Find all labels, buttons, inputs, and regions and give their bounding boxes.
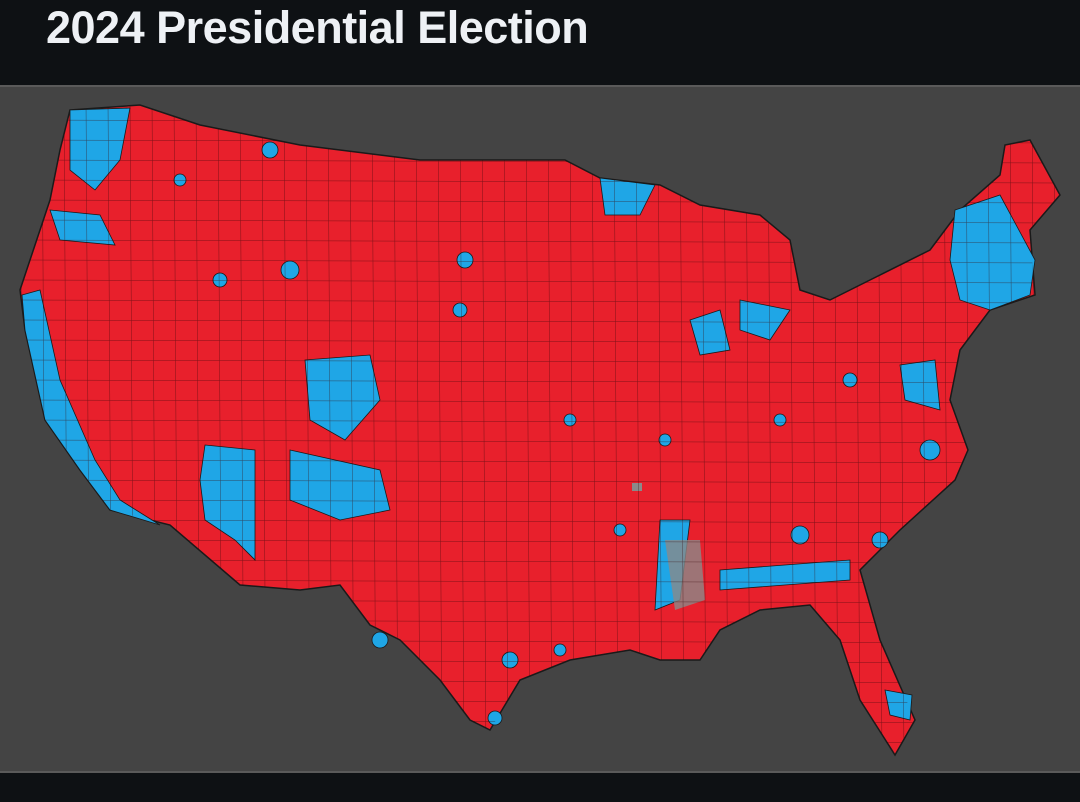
county-border-line [20, 299, 1060, 304]
county-border-line [20, 399, 1060, 404]
county-cluster-chicago [689, 309, 731, 356]
county-border-line [481, 105, 487, 755]
county-cluster-new-england [949, 194, 1036, 311]
democratic-counties [21, 107, 1036, 726]
county-border-line [569, 105, 575, 755]
county-border-line [415, 105, 421, 755]
header-bar: 2024 Presidential Election [0, 0, 1080, 85]
county-border-line [20, 339, 1060, 344]
us-mainland-shape [19, 104, 1061, 757]
county-cluster-maryland [899, 359, 941, 411]
no-data-counties [632, 483, 705, 610]
county-border-line [503, 105, 509, 755]
footer-bar [0, 773, 1080, 802]
county-border-line [20, 419, 1060, 424]
page-title: 2024 Presidential Election [46, 2, 589, 53]
county-cluster-detroit [739, 299, 791, 341]
county-border-line [20, 439, 1060, 444]
county-border-line [20, 679, 1060, 684]
county-border-line [437, 105, 443, 755]
county-border-line [635, 105, 641, 755]
county-cluster-new-mexico [289, 449, 391, 521]
county-border-line [20, 459, 1060, 464]
county-border-line [591, 105, 597, 755]
county-border-line [701, 105, 707, 755]
county-border-line [459, 105, 465, 755]
county-border-line [613, 105, 619, 755]
county-border-line [965, 105, 971, 755]
county-border-line [20, 100, 1060, 103]
county-border-line [20, 105, 25, 755]
county-border-line [525, 105, 531, 755]
county-cluster-colorado [304, 354, 381, 441]
county-cluster-arizona [199, 444, 256, 561]
county-border-line [20, 479, 1060, 484]
county-border-line [20, 519, 1060, 524]
county-border-line [20, 499, 1060, 504]
county-border-line [20, 319, 1060, 324]
county-cluster-portland [49, 209, 116, 246]
county-border-line [20, 379, 1060, 384]
county-border-line [20, 359, 1060, 364]
county-border-line [20, 279, 1060, 284]
county-cluster-south-florida [884, 689, 913, 721]
county-border-line [547, 105, 553, 755]
county-border-line [41, 105, 47, 755]
county-cluster-california-coast [21, 289, 161, 526]
county-border-line [657, 105, 663, 755]
county-border-line [679, 105, 685, 755]
county-border-line [20, 539, 1060, 544]
